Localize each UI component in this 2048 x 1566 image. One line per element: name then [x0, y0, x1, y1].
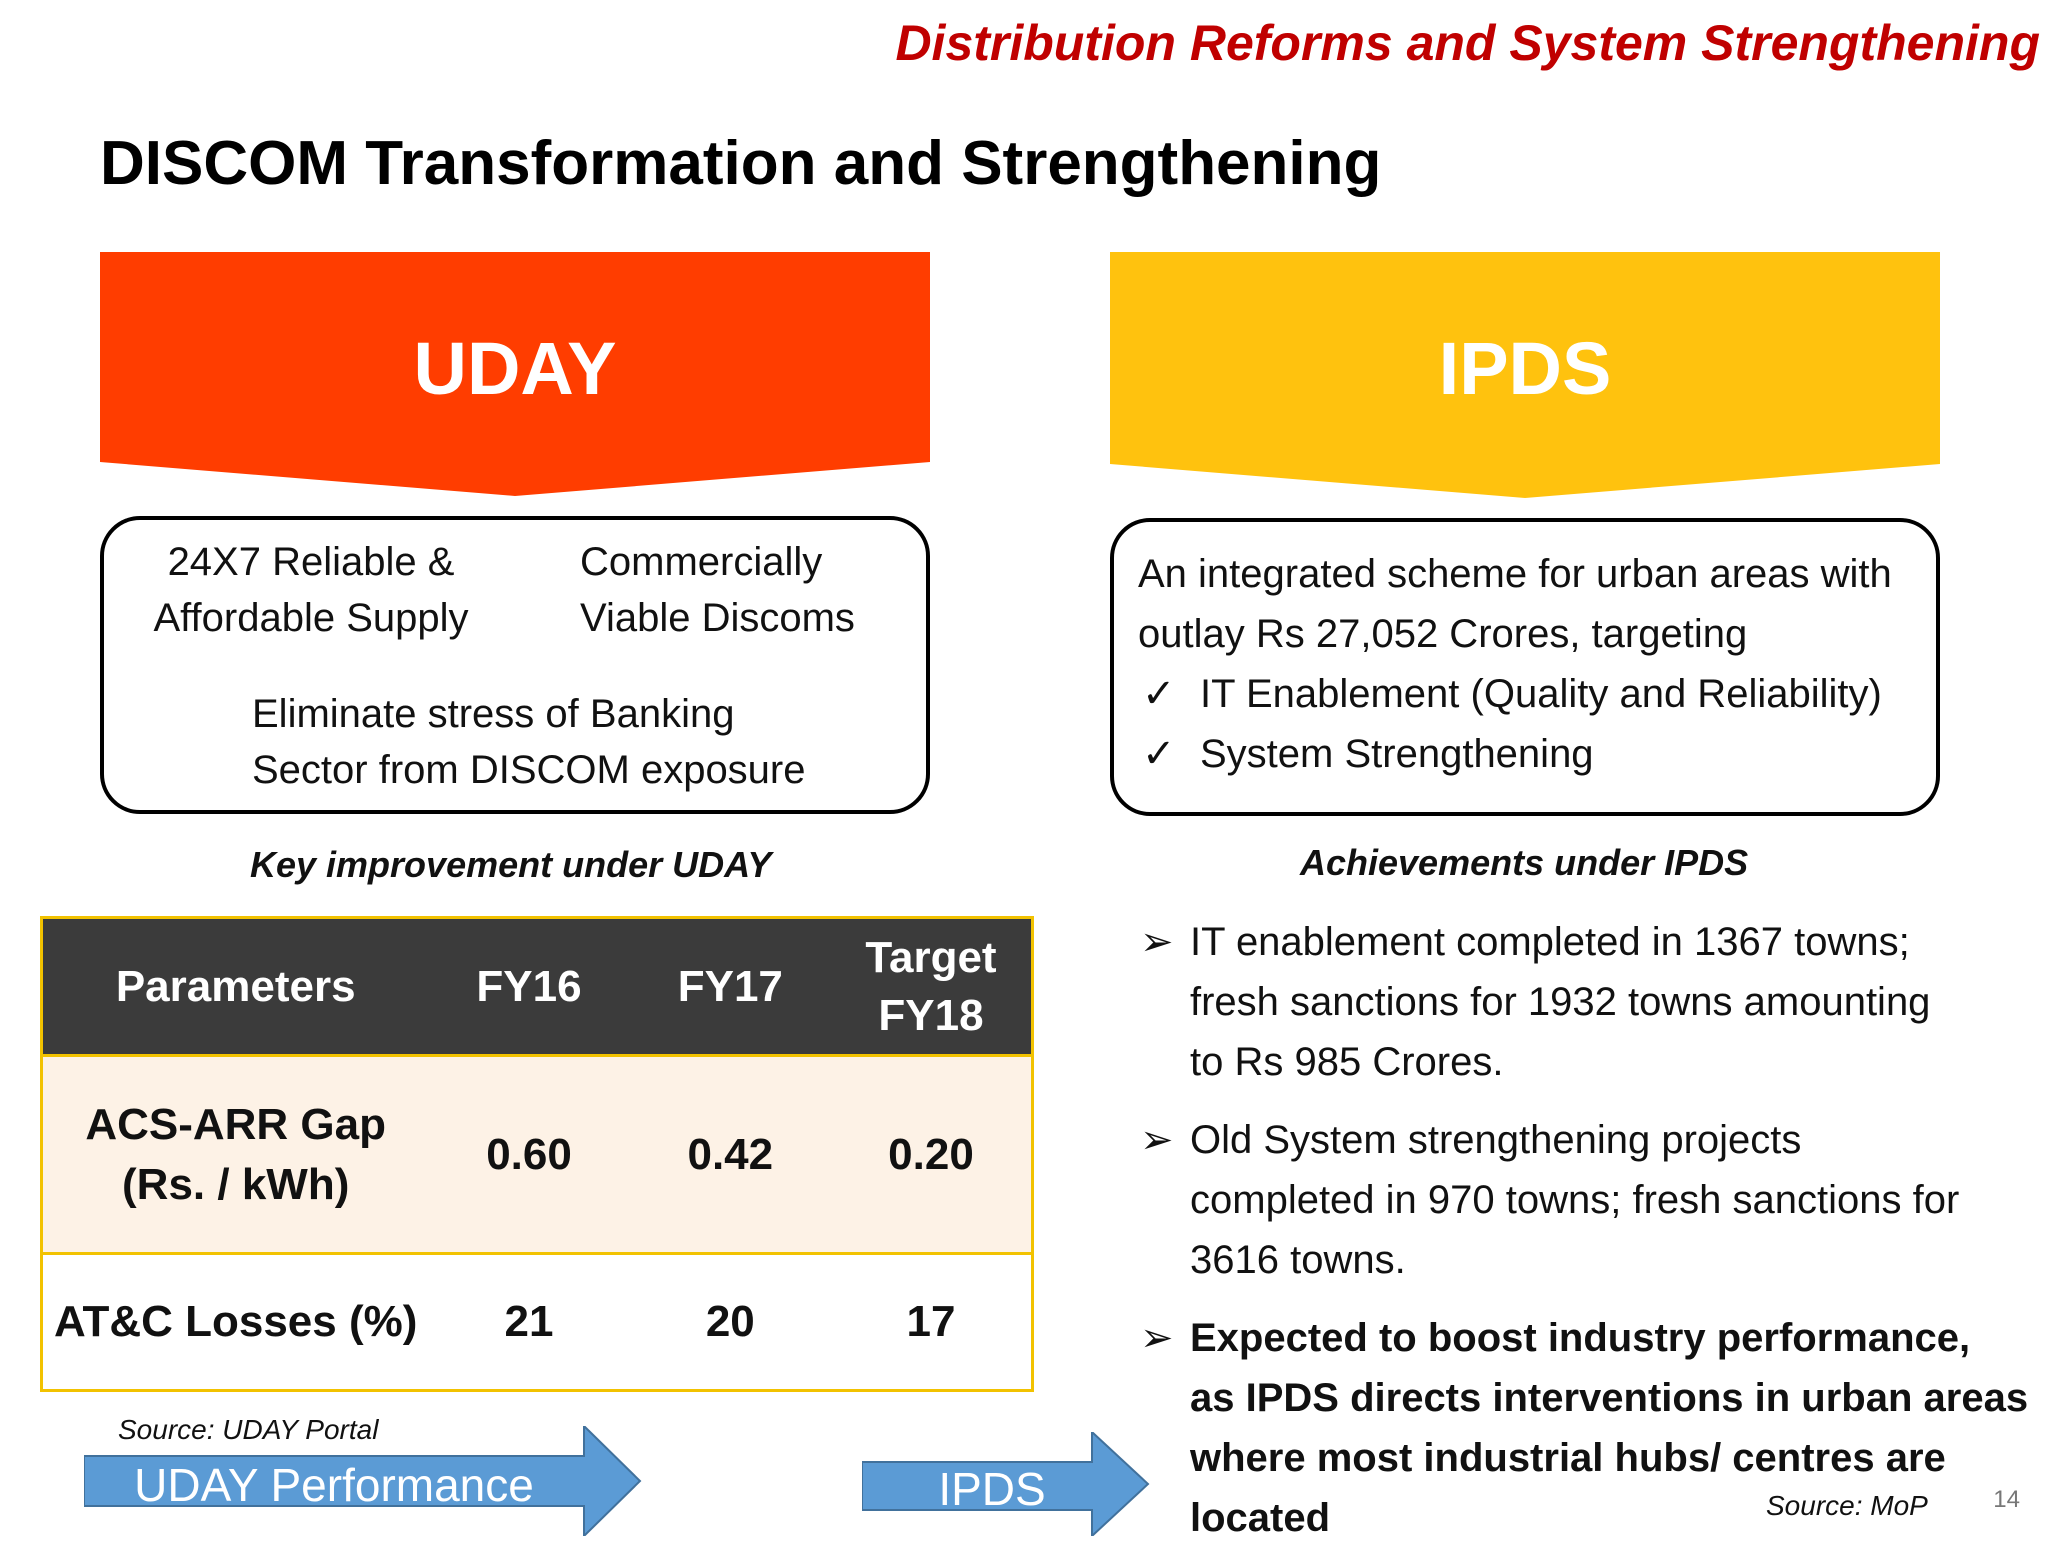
section-title: Distribution Reforms and System Strength…: [895, 15, 2040, 71]
table-cell: 0.20: [830, 1055, 1033, 1255]
table-cell: ACS-ARR Gap (Rs. / kWh): [41, 1055, 429, 1255]
list-item: ➢ IT enablement completed in 1367 towns;…: [1140, 912, 2040, 1092]
table-header-row: Parameters FY16 FY17 Target FY18: [41, 917, 1033, 1057]
table-cell: 21: [428, 1253, 630, 1391]
uday-banner: [100, 252, 930, 496]
arrow-bullet-icon: ➢: [1140, 1118, 1174, 1162]
ipds-source: Source: MoP: [1766, 1490, 1928, 1521]
uday-source: Source: UDAY Portal: [118, 1414, 379, 1445]
table-cell: 17: [830, 1253, 1033, 1391]
uday-table-caption: Key improvement under UDAY: [250, 844, 772, 885]
uday-goal-reliable-supply: 24X7 Reliable & Affordable Supply: [153, 540, 469, 640]
table-cell: 20: [629, 1253, 831, 1391]
ipds-arrow-label[interactable]: IPDS: [938, 1463, 1046, 1515]
table-row: AT&C Losses (%) 21 20 17: [41, 1253, 1033, 1391]
slide-title: DISCOM Transformation and Strengthening: [100, 129, 1382, 198]
ipds-description-box: [1110, 518, 1940, 816]
checkmark-icon: ✓: [1142, 672, 1176, 716]
arrow-bullet-icon: ➢: [1140, 920, 1174, 964]
arrow-bullet-icon: ➢: [1140, 1316, 1174, 1360]
list-item-text: Expected to boost industry performance, …: [1190, 1316, 2029, 1540]
ipds-achievements-list: ➢ IT enablement completed in 1367 towns;…: [1140, 912, 2040, 1566]
uday-goal-banking-stress: Eliminate stress of Banking Sector from …: [252, 692, 806, 792]
list-item: ➢ Old System strengthening projects comp…: [1140, 1110, 2040, 1290]
list-item: ➢ Expected to boost industry performance…: [1140, 1308, 2040, 1548]
page-number: 14: [1993, 1486, 2020, 1513]
ipds-check-item: ✓ IT Enablement (Quality and Reliability…: [1138, 664, 1938, 724]
ipds-description-content: An integrated scheme for urban areas wit…: [1138, 544, 1938, 784]
column-header: Target FY18: [830, 917, 1033, 1057]
uday-improvement-table: Parameters FY16 FY17 Target FY18 ACS-ARR…: [40, 916, 1034, 1392]
uday-goal-viable-discoms: Commercially Viable Discoms: [580, 540, 855, 640]
ipds-description: An integrated scheme for urban areas wit…: [1138, 552, 1892, 656]
uday-performance-label[interactable]: UDAY Performance: [134, 1459, 534, 1511]
uday-performance-arrow-button[interactable]: [84, 1426, 642, 1536]
ipds-check-item: ✓ System Strengthening: [1138, 724, 1938, 784]
ipds-check-label: IT Enablement (Quality and Reliability): [1200, 672, 1882, 716]
ipds-check-label: System Strengthening: [1200, 732, 1594, 776]
ipds-banner: [1110, 252, 1940, 498]
ipds-banner-label: IPDS: [1438, 327, 1612, 410]
column-header: Parameters: [41, 917, 429, 1057]
column-header: FY16: [428, 917, 630, 1057]
column-header: FY17: [629, 917, 831, 1057]
table-cell: 0.60: [428, 1055, 630, 1255]
uday-banner-label: UDAY: [413, 327, 617, 410]
ipds-arrow-button[interactable]: [862, 1432, 1150, 1536]
checkmark-icon: ✓: [1142, 732, 1176, 776]
table-cell: 0.42: [629, 1055, 831, 1255]
table-row: ACS-ARR Gap (Rs. / kWh) 0.60 0.42 0.20: [41, 1055, 1033, 1255]
ipds-achievements-caption: Achievements under IPDS: [1300, 842, 1749, 883]
list-item-text: IT enablement completed in 1367 towns; f…: [1190, 920, 1931, 1084]
list-item-text: Old System strengthening projects comple…: [1190, 1118, 1960, 1282]
uday-goals-box: [100, 516, 930, 814]
table-cell: AT&C Losses (%): [41, 1253, 429, 1391]
